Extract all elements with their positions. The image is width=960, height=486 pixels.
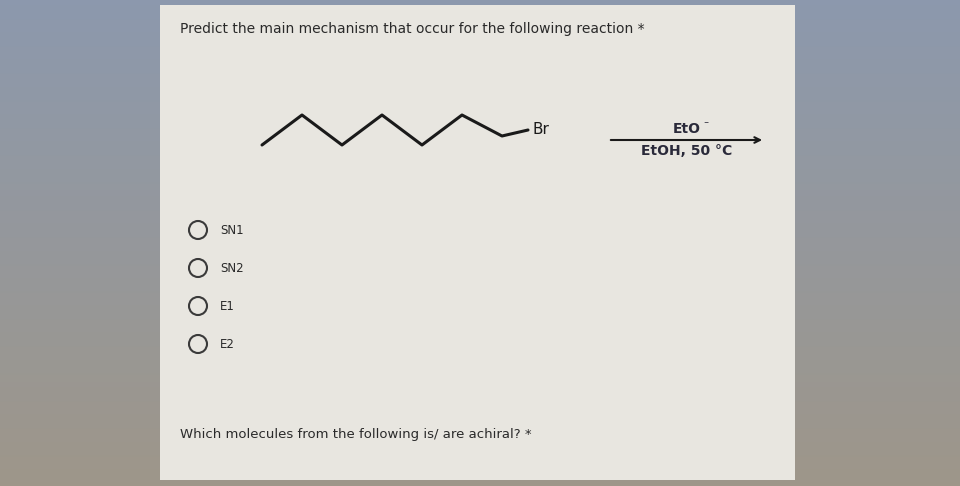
Text: EtO: EtO bbox=[673, 122, 701, 136]
Text: Predict the main mechanism that occur for the following reaction *: Predict the main mechanism that occur fo… bbox=[180, 22, 644, 36]
Text: SN1: SN1 bbox=[220, 224, 244, 237]
Text: EtOH, 50 °C: EtOH, 50 °C bbox=[641, 144, 732, 158]
Text: SN2: SN2 bbox=[220, 261, 244, 275]
FancyBboxPatch shape bbox=[160, 5, 795, 480]
Text: Which molecules from the following is/ are achiral? *: Which molecules from the following is/ a… bbox=[180, 428, 532, 441]
Text: E1: E1 bbox=[220, 299, 235, 312]
Text: Br: Br bbox=[533, 122, 550, 138]
Text: ⁻: ⁻ bbox=[704, 120, 708, 130]
Text: E2: E2 bbox=[220, 337, 235, 350]
